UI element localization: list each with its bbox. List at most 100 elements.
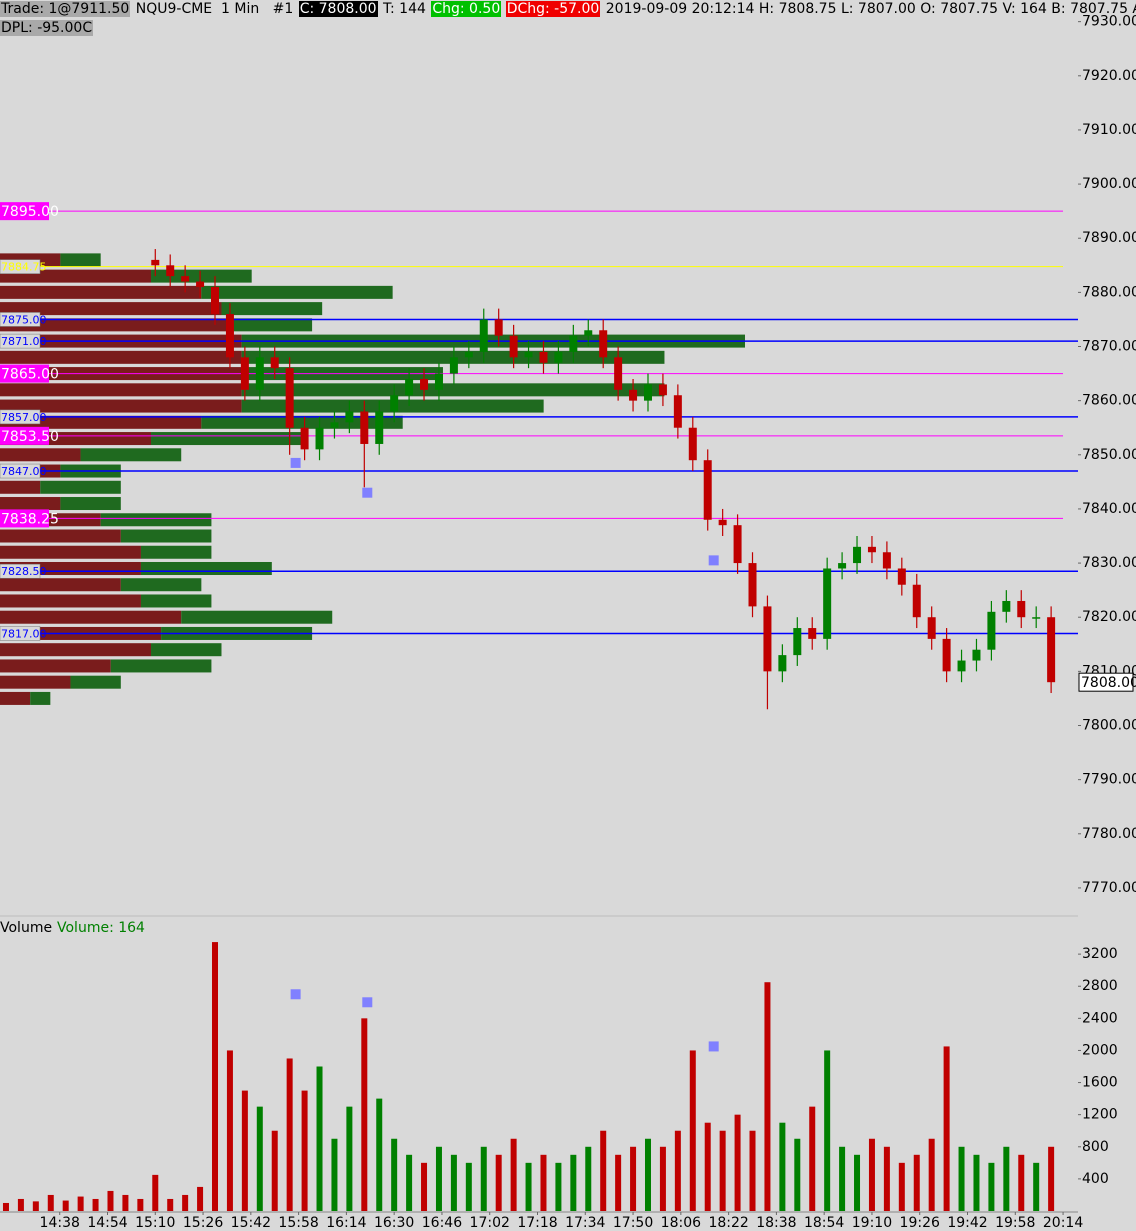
y-tick-label: 400 bbox=[1082, 1171, 1109, 1187]
volume-bar bbox=[734, 1114, 741, 1211]
signal-marker bbox=[290, 989, 301, 1000]
profile-buy bbox=[80, 448, 182, 462]
y-tick-label: 7780.00 bbox=[1082, 826, 1136, 842]
volume-bar bbox=[704, 1122, 711, 1211]
candle-body bbox=[987, 611, 996, 650]
volume-bar bbox=[824, 1050, 831, 1211]
volume-bar bbox=[943, 1046, 950, 1211]
volume-bar bbox=[241, 1090, 248, 1211]
candle-body bbox=[151, 259, 160, 266]
x-tick-label: 18:54 bbox=[804, 1215, 844, 1231]
y-tick-label: 7820.00 bbox=[1082, 609, 1136, 625]
candle-body bbox=[912, 584, 921, 618]
profile-sell bbox=[0, 643, 152, 657]
volume-bar bbox=[197, 1186, 204, 1211]
profile-sell bbox=[0, 318, 232, 332]
volume-bar bbox=[913, 1154, 920, 1211]
profile-buy bbox=[201, 285, 393, 299]
candle-body bbox=[390, 395, 399, 412]
profile-buy bbox=[151, 432, 303, 446]
instrument: NQU9-CME 1 Min #1 bbox=[135, 1, 294, 17]
profile-buy bbox=[140, 594, 212, 608]
candle-body bbox=[778, 655, 787, 672]
candle-body bbox=[554, 351, 563, 363]
signal-marker bbox=[362, 487, 373, 498]
candle-body bbox=[823, 568, 832, 639]
volume-bar bbox=[719, 1130, 726, 1211]
candle-body bbox=[853, 546, 862, 564]
x-tick-label: 15:26 bbox=[183, 1215, 223, 1231]
volume-bar bbox=[62, 1200, 69, 1211]
candle-body bbox=[1017, 600, 1026, 618]
candle-body bbox=[584, 330, 593, 336]
candle-body bbox=[300, 427, 309, 450]
profile-sell bbox=[0, 675, 71, 689]
profile-buy bbox=[60, 253, 101, 267]
candle-body bbox=[225, 314, 234, 358]
candle-body bbox=[539, 351, 548, 363]
candle-body bbox=[942, 638, 951, 672]
volume-bar bbox=[122, 1194, 129, 1211]
volume-bar bbox=[286, 1058, 293, 1211]
level-label-bg bbox=[0, 563, 41, 579]
level-label: 7857.00 bbox=[1, 411, 47, 424]
y-tick-label: 3200 bbox=[1082, 946, 1118, 962]
candle-body bbox=[763, 606, 772, 672]
volume-bar bbox=[495, 1154, 502, 1211]
volume-bar bbox=[1048, 1146, 1055, 1211]
volume-bar bbox=[1003, 1146, 1010, 1211]
candle-body bbox=[345, 411, 354, 423]
candle-body bbox=[688, 427, 697, 461]
signal-marker bbox=[290, 457, 301, 468]
candle-body bbox=[464, 351, 473, 358]
candle-body bbox=[270, 357, 279, 369]
x-tick-label: 16:46 bbox=[422, 1215, 462, 1231]
level-label-bg bbox=[0, 426, 49, 445]
x-tick-label: 15:42 bbox=[231, 1215, 271, 1231]
level-label: 7817.00 bbox=[1, 627, 47, 640]
candle-body bbox=[255, 357, 264, 390]
level-label-bg bbox=[0, 626, 41, 641]
header: Trade: 1@7911.50 NQU9-CME 1 Min #1 C: 78… bbox=[0, 0, 1136, 38]
profile-sell bbox=[0, 480, 41, 494]
level-label: 7871.00 bbox=[1, 335, 47, 348]
candle-body bbox=[882, 552, 891, 569]
change: Chg: 0.50 bbox=[431, 1, 502, 17]
volume-bar bbox=[928, 1138, 935, 1211]
profile-buy bbox=[221, 302, 323, 316]
candle-body bbox=[434, 373, 443, 390]
volume-bar bbox=[376, 1098, 383, 1211]
candle-body bbox=[673, 395, 682, 428]
y-tick-label: 7920.00 bbox=[1082, 68, 1136, 84]
volume-bar bbox=[764, 982, 771, 1211]
volume-bar bbox=[331, 1138, 338, 1211]
candle-body bbox=[1002, 600, 1011, 612]
candle-body bbox=[897, 568, 906, 585]
x-tick-label: 19:26 bbox=[900, 1215, 940, 1231]
volume-bar bbox=[555, 1162, 562, 1211]
y-tick-label: 1200 bbox=[1082, 1107, 1118, 1123]
candle-body bbox=[569, 335, 578, 352]
volume-bar bbox=[182, 1194, 189, 1211]
x-tick-label: 20:14 bbox=[1043, 1215, 1083, 1231]
volume-bar bbox=[973, 1154, 980, 1211]
dpl: DPL: -95.00C bbox=[0, 20, 94, 36]
candle-body bbox=[449, 357, 458, 374]
volume-bar bbox=[316, 1066, 323, 1211]
x-tick-label: 17:18 bbox=[517, 1215, 557, 1231]
last-price-bg bbox=[1078, 672, 1134, 692]
level-label-bg bbox=[0, 409, 41, 425]
profile-sell bbox=[0, 497, 61, 511]
candle-body bbox=[285, 368, 294, 428]
volume-bar bbox=[361, 1018, 368, 1211]
level-label: 7875.00 bbox=[1, 313, 47, 326]
volume-bar bbox=[630, 1146, 637, 1211]
profile-buy bbox=[60, 497, 121, 511]
profile-buy bbox=[120, 529, 212, 543]
volume-bar bbox=[600, 1130, 607, 1211]
volume-bar bbox=[868, 1138, 875, 1211]
candle-body bbox=[330, 422, 339, 428]
y-tick-label: 7890.00 bbox=[1082, 230, 1136, 246]
